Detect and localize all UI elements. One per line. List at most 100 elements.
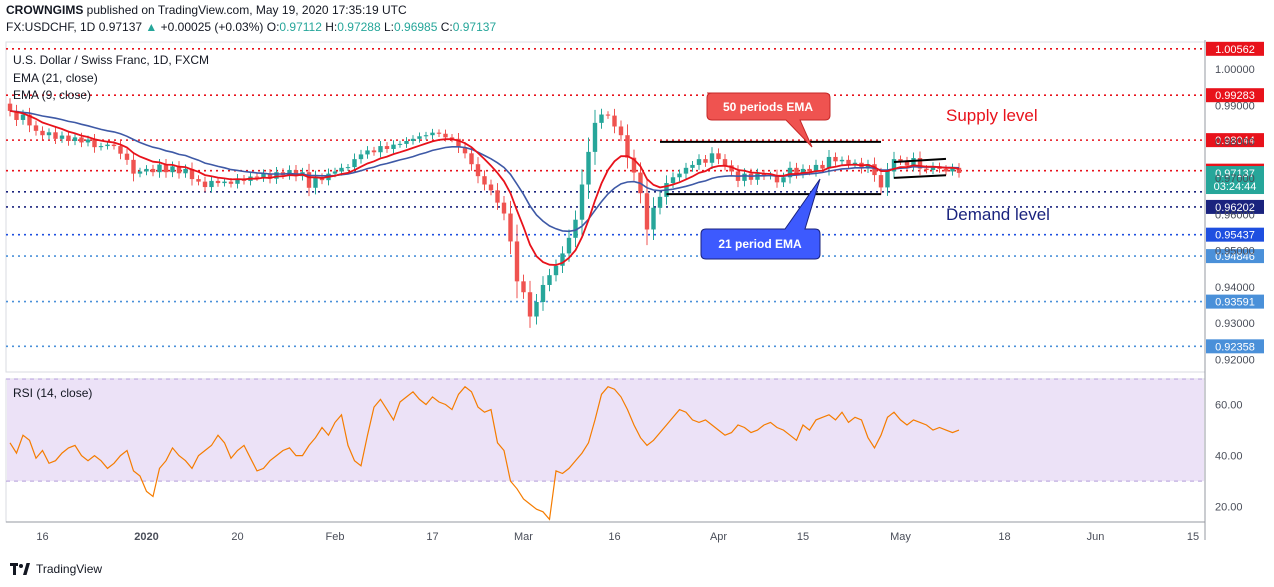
wedge-top-line: [893, 157, 947, 163]
candle-body: [59, 135, 65, 139]
rsi-band: [7, 379, 1204, 482]
price-tick-label: 0.92000: [1215, 354, 1255, 366]
candle-body: [215, 180, 221, 184]
candle-body: [657, 196, 663, 208]
level-price-text: 1.00562: [1215, 44, 1255, 56]
price-tick-label: 0.95000: [1215, 246, 1255, 258]
candle-body: [85, 139, 91, 143]
level-price-tag: [1206, 41, 1264, 56]
candle-body: [202, 181, 208, 188]
close-label: C:: [440, 20, 453, 34]
symbol-label: FX:USDCHF, 1D: [6, 20, 96, 34]
high-label: H:: [325, 20, 338, 34]
time-tick-label: 2020: [134, 531, 158, 543]
price-tick-label: 0.94000: [1215, 282, 1255, 294]
candle-body: [352, 159, 357, 168]
annotations: 50 periods EMA 21 period EMA Supply level D…: [700, 92, 1050, 260]
level-price-tag: [1206, 249, 1264, 264]
candle-body: [956, 167, 962, 173]
candle-body: [235, 178, 240, 184]
candle-body: [586, 151, 591, 185]
candle-body: [904, 161, 910, 166]
tradingview-brand[interactable]: TradingView: [36, 562, 103, 576]
publisher-name[interactable]: CROWNGIMS: [6, 3, 84, 17]
candle-body: [287, 170, 292, 176]
candle-body: [228, 181, 234, 184]
candle-body: [20, 114, 26, 120]
time-tick-label: Jun: [1087, 531, 1105, 543]
time-tick-label: 17: [426, 531, 438, 543]
close-value: 0.97137: [452, 20, 497, 34]
candle-body: [755, 173, 760, 180]
last-price-tag: [1206, 166, 1264, 195]
candle-body: [878, 175, 884, 188]
candle-body: [111, 144, 117, 147]
time-tick-label: 16: [36, 531, 48, 543]
ema21-legend: EMA (21, close): [13, 71, 98, 85]
candle-body: [560, 253, 565, 266]
level-price-tag: [1206, 294, 1264, 309]
candle-body: [144, 168, 149, 172]
level-price-tag: [1206, 339, 1264, 354]
ema-lines: [9, 110, 960, 266]
candle-body: [625, 135, 630, 158]
candle-body: [46, 132, 52, 136]
candle-body: [631, 157, 637, 173]
price-tick-label: 0.97000: [1215, 173, 1255, 185]
candle-body: [72, 137, 78, 141]
candle-body: [787, 167, 793, 178]
candle-body: [800, 168, 806, 174]
change-value: +0.00025 (+0.03%): [160, 20, 264, 34]
candle-body: [443, 133, 448, 138]
candle-body: [176, 166, 182, 174]
candle-body: [618, 126, 624, 136]
candle-body: [79, 137, 84, 143]
candle-body: [670, 177, 676, 184]
candle-body: [482, 176, 487, 185]
wedge-bottom-line: [893, 174, 947, 179]
time-tick-label: Feb: [326, 531, 345, 543]
candle-body: [930, 166, 936, 171]
demand-level-label: Demand level: [946, 205, 1050, 224]
candle-body: [781, 177, 786, 183]
candle-body: [384, 146, 390, 149]
candle-body: [605, 114, 611, 116]
supply-level-label: Supply level: [946, 106, 1038, 125]
candle-body: [293, 170, 299, 177]
candle-body: [92, 139, 97, 148]
candle-body: [430, 132, 435, 136]
candle-body: [254, 176, 260, 178]
price-tick-label: 0.96000: [1215, 209, 1255, 221]
level-price-tag: [1206, 88, 1264, 103]
time-tick-label: 16: [608, 531, 620, 543]
candle-body: [826, 156, 832, 169]
candle-body: [40, 130, 45, 136]
high-value: 0.97288: [337, 20, 381, 34]
candle-body: [391, 144, 396, 149]
candle-body: [872, 164, 877, 176]
last-value: 0.97137: [98, 20, 143, 34]
candle-body: [163, 164, 169, 173]
candle-body: [495, 190, 500, 203]
ohlc-bar: FX:USDCHF, 1D 0.97137 ▲ +0.00025 (+0.03%…: [6, 20, 496, 34]
candle-body: [891, 159, 897, 172]
candle-body: [306, 172, 312, 188]
candle-body: [813, 164, 819, 172]
candle-body: [527, 292, 533, 317]
candle-body: [592, 122, 598, 152]
time-tick-label: 15: [1187, 531, 1199, 543]
level-price-text: 0.93591: [1215, 297, 1255, 309]
low-value: 0.96985: [394, 20, 438, 34]
candle-body: [839, 159, 845, 162]
candle-body: [27, 114, 32, 126]
candle-body: [371, 150, 377, 153]
published-text: published on TradingView.com, May 19, 20…: [86, 3, 407, 17]
candle-body: [404, 141, 409, 144]
candle-body: [98, 146, 104, 148]
candle-body: [729, 165, 734, 172]
ema50-callout-bubble: [706, 92, 831, 148]
candle-body: [7, 103, 13, 111]
candle-body: [14, 110, 19, 120]
candle-body: [365, 150, 370, 155]
